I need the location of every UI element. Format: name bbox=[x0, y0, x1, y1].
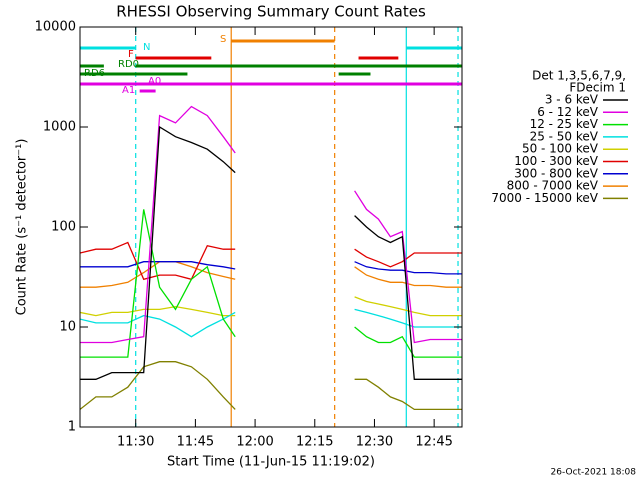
series-line bbox=[80, 209, 462, 358]
flag-label: A0 bbox=[148, 76, 161, 87]
footer: 26-Oct-2021 18:08 bbox=[551, 468, 637, 478]
legend-header: FDecim 1 bbox=[569, 81, 626, 95]
x-tick-label: 12:15 bbox=[296, 435, 333, 450]
legend-label: 25 - 50 keV bbox=[530, 129, 599, 143]
x-axis-label: Start Time (11-Jun-15 11:19:02) bbox=[167, 455, 375, 470]
y-axis-label: Count Rate (s⁻¹ detector⁻¹) bbox=[15, 139, 30, 316]
series-line bbox=[80, 361, 462, 411]
series-line bbox=[80, 105, 462, 344]
y-tick-label: 10000 bbox=[35, 20, 76, 35]
x-tick-label: 11:45 bbox=[177, 435, 214, 450]
flag-label: RD0 bbox=[118, 59, 139, 70]
flag-label: S bbox=[220, 34, 226, 45]
legend-label: 6 - 12 keV bbox=[537, 105, 599, 119]
series-line bbox=[80, 308, 462, 338]
flag-label: F bbox=[128, 49, 134, 60]
legend-label: 50 - 100 keV bbox=[522, 142, 599, 156]
x-tick-label: 12:45 bbox=[415, 435, 452, 450]
flag-label: N bbox=[143, 42, 150, 53]
series-line bbox=[80, 125, 462, 380]
legend-label: 3 - 6 keV bbox=[545, 93, 599, 107]
y-tick-label: 10 bbox=[59, 320, 76, 335]
legend-label: 7000 - 15000 keV bbox=[491, 191, 598, 205]
series-line bbox=[80, 241, 462, 281]
x-tick-label: 12:30 bbox=[356, 435, 393, 450]
flag-label: RD6 bbox=[84, 68, 105, 79]
legend-label: 12 - 25 keV bbox=[530, 117, 599, 131]
y-tick-label: 100 bbox=[51, 220, 76, 235]
series-line bbox=[80, 296, 462, 317]
legend-header: Det 1,3,5,6,7,9, bbox=[532, 69, 626, 83]
legend-label: 300 - 800 keV bbox=[514, 166, 598, 180]
y-tick-label: 1 bbox=[68, 420, 76, 435]
legend-label: 800 - 7000 keV bbox=[507, 179, 599, 193]
series-line bbox=[80, 261, 462, 275]
x-tick-label: 11:30 bbox=[117, 435, 154, 450]
legend-label: 100 - 300 keV bbox=[514, 154, 598, 168]
flag-label: A1 bbox=[122, 85, 135, 96]
chart-title: RHESSI Observing Summary Count Rates bbox=[116, 3, 426, 21]
x-tick-label: 12:00 bbox=[236, 435, 273, 450]
y-tick-label: 1000 bbox=[43, 120, 76, 135]
